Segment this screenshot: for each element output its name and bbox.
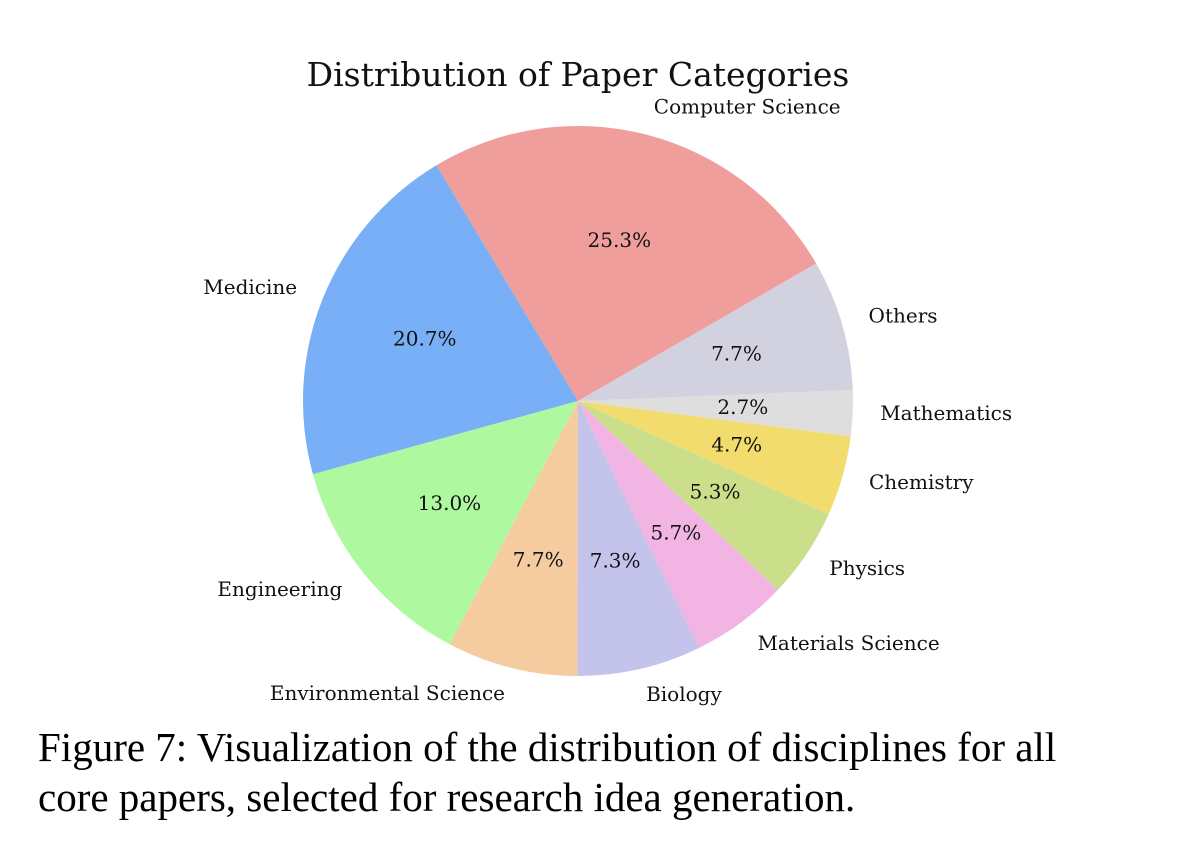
slice-label: Environmental Science: [270, 681, 505, 705]
value-label: 2.7%: [717, 395, 768, 419]
slice-label: Materials Science: [757, 631, 939, 655]
chart: Distribution of Paper Categories Compute…: [203, 55, 1012, 706]
slice-label: Computer Science: [654, 95, 841, 119]
value-label: 5.3%: [690, 479, 741, 503]
value-label: 4.7%: [711, 433, 762, 457]
value-label: 25.3%: [588, 228, 652, 252]
slice-label: Others: [869, 303, 938, 327]
chart-title: Distribution of Paper Categories: [307, 55, 850, 94]
value-label: 5.7%: [650, 520, 701, 544]
pie-slice: [578, 389, 853, 437]
slice-label: Chemistry: [869, 470, 974, 494]
value-label: 20.7%: [393, 326, 457, 350]
caption-line: core papers, selected for research idea …: [38, 774, 856, 820]
pie-slice: [577, 401, 700, 676]
slice-label: Physics: [829, 556, 905, 580]
caption: Figure 7: Visualization of the distribut…: [38, 722, 1188, 822]
value-label: 7.7%: [513, 548, 564, 572]
pie-slice: [578, 263, 853, 401]
pie-slice: [578, 401, 851, 515]
slice-label: Biology: [646, 682, 722, 706]
value-label: 7.7%: [711, 342, 762, 366]
pie-slice: [312, 401, 578, 645]
value-label: 7.3%: [590, 548, 641, 572]
pie-slice: [578, 401, 829, 590]
slice-label: Medicine: [203, 275, 297, 299]
caption-line: Figure 7: Visualization of the distribut…: [38, 724, 1057, 770]
pie-slice: [578, 401, 778, 648]
slice-label: Engineering: [217, 577, 342, 601]
pie-slice: [436, 126, 817, 402]
pie-slice: [303, 165, 578, 475]
slice-label: Mathematics: [880, 401, 1012, 425]
pie-slice: [449, 401, 578, 676]
value-label: 13.0%: [418, 491, 482, 515]
